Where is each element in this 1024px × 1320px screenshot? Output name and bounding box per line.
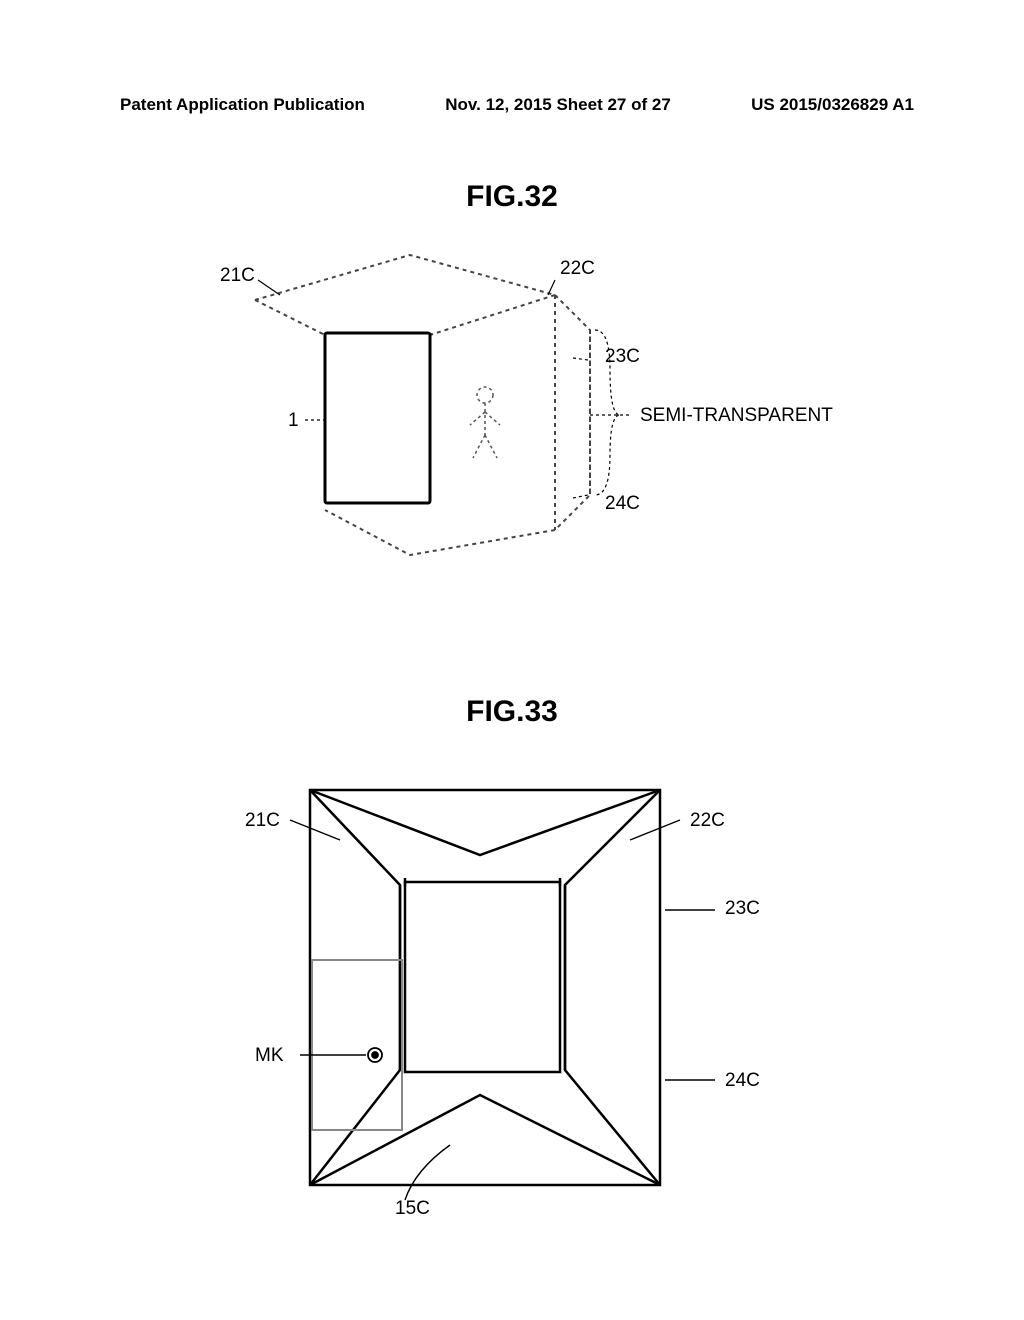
fig33-left-panel [310,790,400,1185]
header-left: Patent Application Publication [120,95,365,115]
fig32-person-arm-l [470,412,485,425]
fig33-label-21c: 21C [245,810,280,832]
fig32-person-leg-r [485,435,497,458]
fig32-rect [325,333,430,503]
fig33-outer-rect [310,790,660,1185]
fig32-label-21c: 21C [220,265,255,287]
fig33-label-mk: MK [255,1045,284,1067]
fig33-diagram [200,770,820,1230]
fig32-leader-21c [258,280,280,295]
fig33-inner-back [405,882,560,1072]
fig32-dashed-right-outer [555,295,590,530]
fig32-label-1: 1 [288,410,299,432]
fig32-dashed-bottom [325,510,555,555]
fig33-label-23c: 23C [725,898,760,920]
fig32-dashed-tr-to-rect [430,295,555,335]
fig32-label-semi: SEMI-TRANSPARENT [640,405,833,427]
header-right: US 2015/0326829 A1 [751,95,914,115]
fig32-person-arm-r [485,412,500,425]
fig33-label-15c: 15C [395,1198,430,1220]
fig32-leader-22c [548,280,555,295]
header-center: Nov. 12, 2015 Sheet 27 of 27 [445,95,671,115]
fig32-dashed-tl-to-rect [255,300,325,335]
fig32-person-leg-l [473,435,485,458]
fig32-person-head [477,387,493,403]
fig33-mk-marker-inner [372,1052,378,1058]
fig32-title: FIG.32 [466,180,558,214]
page-header: Patent Application Publication Nov. 12, … [0,95,1024,115]
fig33-title: FIG.33 [466,695,558,729]
fig33-panel-15c [312,960,402,1130]
fig33-leader-21c [290,820,340,840]
fig33-label-22c: 22C [690,810,725,832]
fig32-label-24c: 24C [605,493,640,515]
fig33-bottom-flap [310,1095,660,1185]
fig32-label-23c: 23C [605,346,640,368]
fig32-dashed-top [255,255,555,300]
fig32-leader-24c [573,495,588,498]
fig33-right-panel [565,790,660,1185]
fig33-leader-15c [405,1145,450,1200]
fig33-label-24c: 24C [725,1070,760,1092]
fig33-leader-22c [630,820,680,840]
fig32-label-22c: 22C [560,258,595,280]
fig32-leader-23c [573,358,588,360]
